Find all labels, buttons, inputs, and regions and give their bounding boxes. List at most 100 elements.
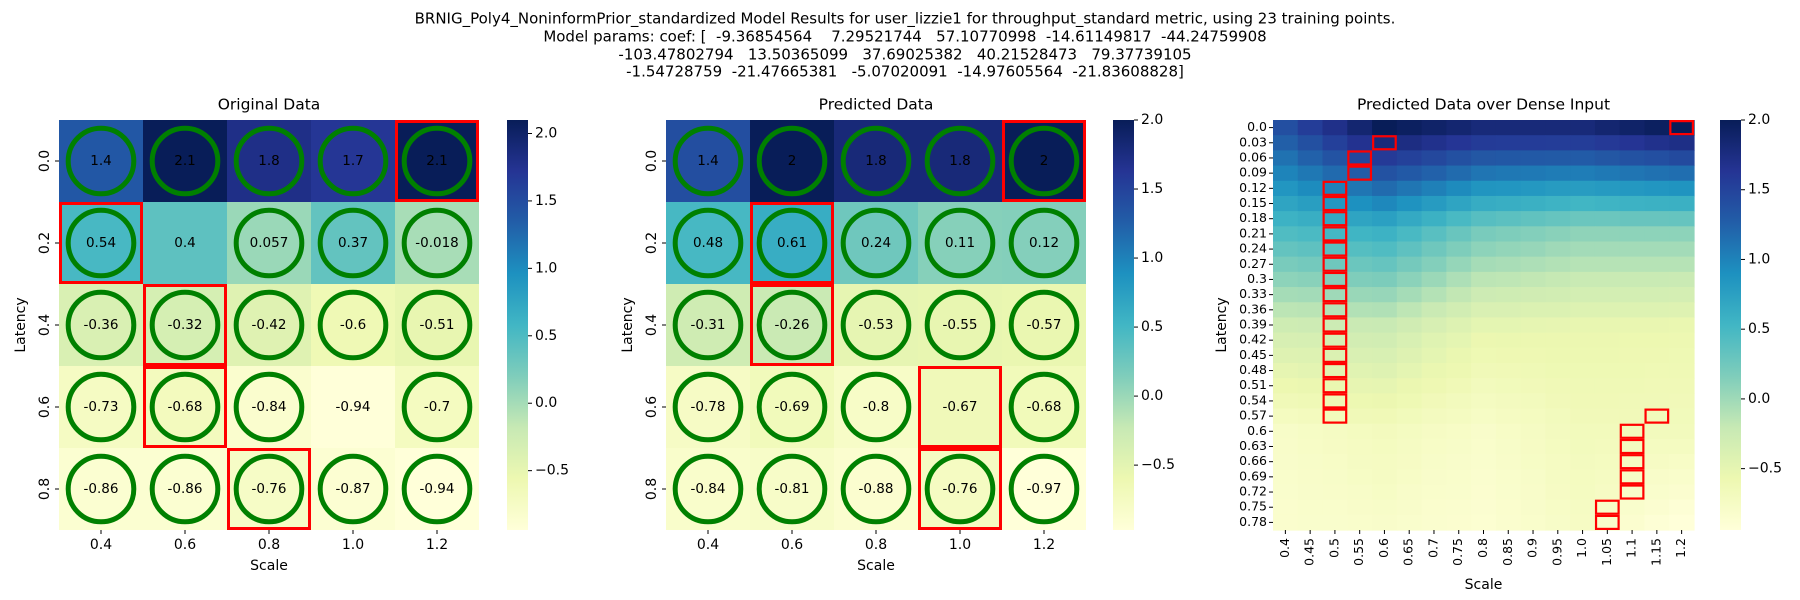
heatmap-cell	[143, 120, 227, 202]
heatmap-cell	[1495, 378, 1522, 394]
highlight-box	[395, 120, 479, 202]
heatmap-cell	[1495, 180, 1522, 197]
heatmap-cell	[1545, 362, 1571, 379]
cell-annotation: -0.32	[168, 317, 203, 333]
heatmap-cell	[1520, 241, 1547, 258]
heatmap-cell	[1396, 317, 1423, 334]
heatmap-cell	[1594, 438, 1621, 455]
highlight-box	[1619, 484, 1645, 500]
heatmap-cell	[1644, 287, 1670, 303]
heatmap-cell	[1421, 195, 1447, 212]
highlight-box	[1594, 514, 1620, 530]
heatmap-cell	[834, 448, 918, 530]
heatmap-cell	[1002, 284, 1086, 366]
heatmap-cell	[1545, 195, 1571, 212]
heatmap-cell	[1520, 287, 1547, 303]
heatmap-cell	[1495, 135, 1522, 151]
heatmap-cell	[1273, 469, 1299, 486]
colorbar-tick-label: 1.0	[1748, 251, 1770, 267]
heatmap-cell	[1396, 332, 1423, 349]
training-point-circle	[233, 289, 305, 361]
heatmap-cell	[1644, 378, 1670, 394]
heatmap-cell	[1297, 226, 1324, 243]
training-point-circle	[401, 453, 473, 525]
heatmap-cell	[1421, 347, 1447, 364]
heatmap-cell	[1322, 271, 1348, 288]
training-point-circle	[149, 125, 221, 197]
x-tick-label: 0.45	[1302, 538, 1317, 566]
cell-annotation: -0.68	[1027, 399, 1062, 415]
suptitle-line: -103.47802794 13.50365099 37.69025382 40…	[618, 46, 1191, 64]
heatmap-cell	[1347, 271, 1373, 288]
x-tick-label: 0.4	[1277, 538, 1292, 558]
training-point-circle	[401, 125, 473, 197]
heatmap-cell	[1669, 438, 1695, 455]
training-point-circle	[149, 289, 221, 361]
colorbar-tick-label: 0.0	[535, 395, 557, 411]
heatmap-cell	[1669, 378, 1695, 394]
heatmap-cell	[1471, 211, 1497, 227]
training-point-circle	[149, 371, 221, 443]
heatmap-cell	[1273, 302, 1299, 319]
x-tick-label: 1.05	[1599, 538, 1614, 566]
heatmap-cell	[1545, 378, 1571, 394]
heatmap-cell	[1322, 438, 1348, 455]
y-tick-label: 0.8	[644, 478, 660, 500]
heatmap-cell	[59, 202, 143, 284]
x-tick-label: 0.7	[1425, 538, 1440, 558]
heatmap-cell	[1619, 226, 1646, 243]
heatmap-cell	[1273, 438, 1299, 455]
heatmap-cell	[1495, 454, 1522, 470]
heatmap-cell	[1273, 514, 1299, 531]
training-point-circle	[233, 207, 305, 279]
heatmap-cell	[1594, 499, 1621, 516]
heatmap-cell	[1347, 135, 1373, 151]
heatmap-cell	[1594, 469, 1621, 486]
heatmap-cell	[1644, 180, 1670, 197]
heatmap-cell	[1619, 195, 1646, 212]
y-tick-label: 0.27	[1239, 256, 1267, 271]
heatmap-cell	[1396, 378, 1423, 394]
heatmap-cell	[1396, 362, 1423, 379]
cell-annotation: -0.84	[691, 481, 726, 497]
heatmap-cell	[1570, 408, 1596, 425]
heatmap-cell	[1446, 332, 1472, 349]
heatmap-cell	[666, 366, 750, 448]
highlight-box	[1322, 211, 1348, 227]
training-point-circle	[65, 371, 137, 443]
heatmap-cell	[1619, 332, 1646, 349]
heatmap-cell	[1545, 484, 1571, 501]
heatmap-cell	[1322, 514, 1348, 531]
highlight-box	[1619, 469, 1645, 485]
heatmap-cell	[1520, 378, 1547, 394]
heatmap-cell	[1471, 287, 1497, 303]
heatmap-cell	[1347, 423, 1373, 440]
heatmap-cell	[1273, 120, 1299, 136]
heatmap-cell	[1273, 454, 1299, 470]
cell-annotation: -0.87	[336, 481, 371, 497]
heatmap-cell	[1669, 469, 1695, 486]
highlight-box	[1322, 378, 1348, 394]
cell-annotation: -0.53	[859, 317, 894, 333]
heatmap-cell	[1421, 317, 1447, 334]
cell-annotation: -0.57	[1027, 317, 1062, 333]
heatmap-cell	[1619, 241, 1646, 258]
heatmap-cell	[1372, 469, 1398, 486]
training-point-circle	[317, 207, 389, 279]
heatmap-cell	[1644, 211, 1670, 227]
heatmap-cell	[1322, 484, 1348, 501]
heatmap-cell	[1273, 150, 1299, 167]
heatmap-cell	[1273, 135, 1299, 151]
x-tick-label: 0.8	[1475, 538, 1490, 558]
heatmap-cell	[1297, 484, 1324, 501]
highlight-box	[1322, 226, 1348, 242]
heatmap-cell	[1619, 150, 1646, 167]
heatmap-cell	[1619, 120, 1646, 136]
y-axis-label: Latency	[620, 297, 636, 352]
heatmap-cell	[1594, 271, 1621, 288]
colorbar-tick-label: −0.5	[1748, 461, 1782, 477]
heatmap-cell	[1545, 271, 1571, 288]
cell-annotation: -0.8	[863, 399, 889, 415]
cell-annotation: 0.48	[693, 235, 723, 251]
heatmap-cell	[1297, 454, 1324, 470]
